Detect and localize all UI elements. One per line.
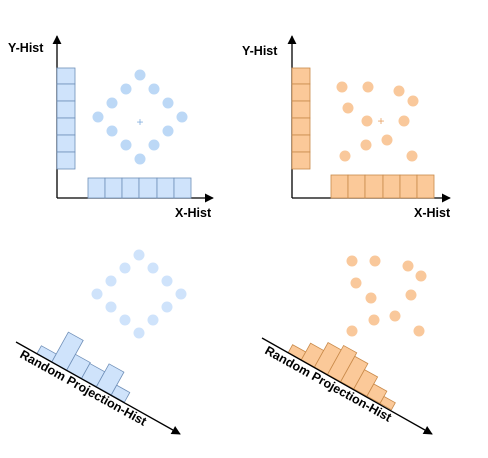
y-hist-label: Y-Hist: [8, 41, 44, 55]
projection-axis: [15, 341, 181, 435]
data-point: [105, 301, 117, 313]
data-point: [162, 125, 174, 137]
x-hist-bin: [347, 174, 366, 199]
random-projection-histogram: [287, 342, 396, 411]
data-point: [134, 153, 146, 165]
data-point: [389, 310, 401, 322]
data-point: [365, 292, 377, 304]
x-hist-bin: [104, 177, 123, 199]
x-hist-label: X-Hist: [414, 206, 451, 220]
x-hist-bin: [156, 177, 175, 199]
x-histogram: [330, 174, 435, 199]
data-point: [381, 134, 393, 146]
y-hist-bin: [56, 117, 76, 136]
data-point: [369, 255, 381, 267]
y-histogram: [291, 67, 311, 170]
x-hist-bin: [173, 177, 192, 199]
data-point: [405, 289, 417, 301]
data-point: [120, 139, 132, 151]
panel-top-left: Y-Hist X-Hist: [8, 35, 214, 220]
y-hist-bin: [291, 151, 311, 170]
data-point: [339, 150, 351, 162]
y-hist-bin: [56, 67, 76, 85]
projection-hist-bin: [379, 395, 396, 411]
y-hist-bin: [56, 134, 76, 153]
data-point: [91, 288, 103, 300]
y-hist-bin: [291, 134, 311, 153]
y-hist-bin: [56, 100, 76, 119]
x-hist-bin: [364, 174, 384, 199]
data-point: [161, 301, 173, 313]
data-point: [92, 111, 104, 123]
data-point: [346, 325, 358, 337]
panel-top-right: Y-Hist X-Hist: [242, 35, 451, 220]
data-point: [120, 83, 132, 95]
data-point: [134, 69, 146, 81]
data-point: [119, 262, 131, 274]
data-point: [398, 115, 410, 127]
data-point: [105, 275, 117, 287]
data-point: [368, 314, 380, 326]
centroid-marker: +: [136, 115, 143, 129]
y-hist-bin: [291, 117, 311, 136]
data-point: [176, 111, 188, 123]
x-hist-bin: [87, 177, 106, 199]
data-point: [147, 314, 159, 326]
panel-bottom-left: Random Projection-Hist: [15, 249, 187, 435]
data-point: [161, 275, 173, 287]
x-hist-bin: [138, 177, 158, 199]
point-cloud: [92, 69, 188, 165]
data-point: [346, 255, 358, 267]
y-hist-bin: [56, 83, 76, 102]
data-point: [175, 288, 187, 300]
x-hist-bin: [330, 174, 349, 199]
data-point: [361, 115, 373, 127]
data-point: [393, 85, 405, 97]
x-histogram: [87, 177, 192, 199]
data-point: [415, 270, 427, 282]
point-cloud: [336, 81, 419, 162]
data-point: [413, 325, 425, 337]
data-point: [162, 97, 174, 109]
data-point: [350, 277, 362, 289]
point-cloud: [91, 249, 187, 339]
data-point: [407, 95, 419, 107]
y-hist-bin: [56, 151, 76, 170]
data-point: [106, 125, 118, 137]
data-point: [148, 139, 160, 151]
y-hist-bin: [291, 67, 311, 85]
data-point: [119, 314, 131, 326]
data-point: [133, 327, 145, 339]
y-histogram: [56, 67, 76, 170]
y-hist-label: Y-Hist: [242, 44, 278, 58]
x-hist-bin: [399, 174, 418, 199]
data-point: [147, 262, 159, 274]
x-hist-bin: [416, 174, 435, 199]
data-point: [106, 97, 118, 109]
data-point: [148, 83, 160, 95]
data-point: [336, 81, 348, 93]
data-point: [360, 139, 372, 151]
data-point: [362, 81, 374, 93]
x-hist-label: X-Hist: [175, 206, 212, 220]
y-hist-bin: [291, 100, 311, 119]
data-point: [406, 150, 418, 162]
data-point: [133, 249, 145, 261]
point-cloud: [346, 255, 427, 337]
data-point: [342, 102, 354, 114]
centroid-marker: +: [377, 114, 384, 128]
y-hist-bin: [291, 83, 311, 102]
data-point: [402, 260, 414, 272]
x-hist-bin: [382, 174, 401, 199]
panel-bottom-right: Random Projection-Hist: [261, 255, 433, 435]
projection-axis: [261, 337, 433, 435]
x-hist-bin: [121, 177, 140, 199]
